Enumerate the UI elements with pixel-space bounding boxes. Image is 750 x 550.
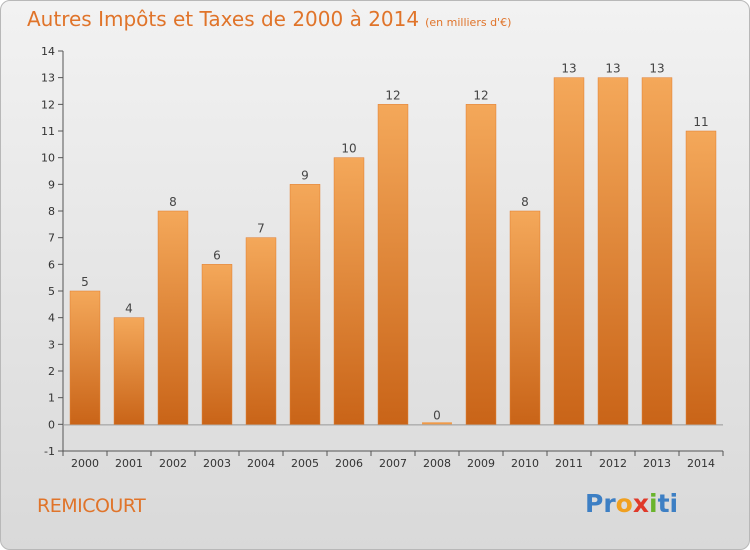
y-tick-label: 2 xyxy=(48,365,55,378)
bar-value-label: 12 xyxy=(473,88,488,102)
y-tick-label: 8 xyxy=(48,205,55,218)
x-tick-label: 2011 xyxy=(555,457,583,470)
y-tick-label: 0 xyxy=(48,418,55,431)
y-tick-label: 9 xyxy=(48,178,55,191)
bar-value-label: 12 xyxy=(385,88,400,102)
logo-letter: i xyxy=(649,489,658,518)
chart-title: Autres Impôts et Taxes de 2000 à 2014 (en… xyxy=(27,7,511,31)
x-tick-label: 2005 xyxy=(291,457,319,470)
bar xyxy=(377,104,409,425)
x-tick-label: 2014 xyxy=(687,457,715,470)
bar-value-label: 8 xyxy=(521,195,529,209)
bar xyxy=(113,317,145,425)
x-tick-label: 2000 xyxy=(71,457,99,470)
bar-value-label: 9 xyxy=(301,168,309,182)
bar xyxy=(245,237,277,425)
bar xyxy=(69,290,101,425)
x-tick-label: 2003 xyxy=(203,457,231,470)
x-tick-label: 2004 xyxy=(247,457,275,470)
y-tick-label: 1 xyxy=(48,392,55,405)
x-tick-label: 2012 xyxy=(599,457,627,470)
bar xyxy=(685,130,717,425)
x-tick-label: 2001 xyxy=(115,457,143,470)
bar-value-label: 7 xyxy=(257,222,265,236)
bar xyxy=(422,422,452,425)
chart-title-unit: (en milliers d'€) xyxy=(425,16,512,29)
bar-value-label: 13 xyxy=(561,62,576,76)
bar-value-label: 13 xyxy=(649,62,664,76)
bar-value-label: 6 xyxy=(213,248,221,262)
proxiti-logo: Proxiti xyxy=(585,489,678,518)
bar-value-label: 0 xyxy=(433,408,441,422)
y-tick-label: 10 xyxy=(41,152,55,165)
bar-value-label: 13 xyxy=(605,62,620,76)
y-tick-label: 13 xyxy=(41,72,55,85)
bar-value-label: 10 xyxy=(341,142,356,156)
bar-value-label: 11 xyxy=(693,115,708,129)
y-tick-label: 5 xyxy=(48,285,55,298)
y-tick-label: 7 xyxy=(48,232,55,245)
bar xyxy=(641,77,673,425)
y-tick-label: 6 xyxy=(48,258,55,271)
x-tick-label: 2010 xyxy=(511,457,539,470)
logo-letter: P xyxy=(585,489,604,518)
bar xyxy=(509,210,541,425)
x-tick-label: 2006 xyxy=(335,457,363,470)
x-tick-label: 2009 xyxy=(467,457,495,470)
logo-letter: o xyxy=(615,489,633,518)
logo-letter: t xyxy=(657,489,670,518)
chart-title-main: Autres Impôts et Taxes de 2000 à 2014 xyxy=(27,7,420,31)
bar-value-label: 8 xyxy=(169,195,177,209)
y-tick-label: 3 xyxy=(48,338,55,351)
bar xyxy=(201,264,233,425)
bar-value-label: 4 xyxy=(125,302,133,316)
y-tick-label: 12 xyxy=(41,98,55,111)
y-tick-label: 11 xyxy=(41,125,55,138)
x-tick-label: 2007 xyxy=(379,457,407,470)
x-tick-label: 2013 xyxy=(643,457,671,470)
logo-letter: x xyxy=(632,489,649,518)
bar xyxy=(553,77,585,425)
logo-letter: i xyxy=(669,489,679,518)
x-tick-label: 2002 xyxy=(159,457,187,470)
logo-letter: r xyxy=(603,489,616,518)
bar-value-label: 5 xyxy=(81,275,89,289)
bar xyxy=(333,157,365,425)
bar xyxy=(289,184,321,425)
bar xyxy=(465,104,497,425)
y-tick-label: -1 xyxy=(44,445,55,458)
y-tick-label: 14 xyxy=(41,45,55,58)
x-tick-label: 2008 xyxy=(423,457,451,470)
town-name: REMICOURT xyxy=(37,495,146,517)
bar xyxy=(597,77,629,425)
y-tick-label: 4 xyxy=(48,312,55,325)
bar xyxy=(157,210,189,425)
